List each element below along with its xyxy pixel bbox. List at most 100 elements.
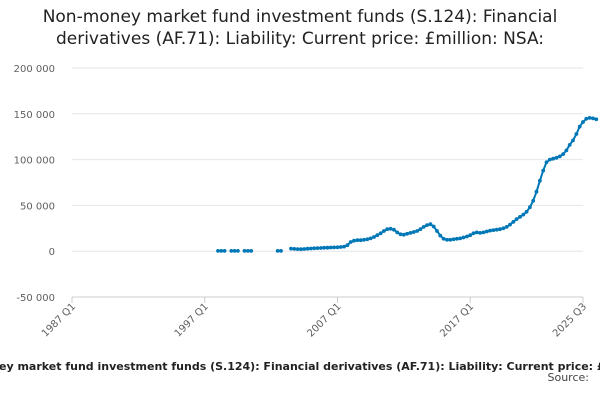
data-point (368, 236, 373, 241)
data-point (392, 227, 396, 232)
data-point (504, 225, 509, 229)
data-point (348, 240, 353, 244)
data-point (236, 249, 240, 253)
footer-caption: Non-money market fund investment funds (… (0, 355, 600, 374)
data-point (229, 249, 234, 253)
data-point (279, 249, 283, 253)
data-point (561, 152, 565, 157)
data-point (342, 244, 346, 249)
data-point (567, 143, 572, 147)
data-point (574, 132, 579, 136)
data-point (498, 227, 502, 232)
data-point (216, 249, 220, 253)
data-point (474, 230, 479, 235)
data-point (557, 154, 562, 159)
data-point (554, 155, 559, 160)
data-point (521, 212, 526, 217)
data-point (571, 138, 575, 143)
data-point (465, 234, 469, 239)
data-point (594, 117, 599, 122)
x-tick-label: 2025 Q3 (551, 301, 589, 339)
data-point (488, 228, 492, 233)
data-point (508, 222, 512, 227)
y-tick-label: 50 000 (20, 201, 55, 212)
data-point (471, 231, 476, 236)
footer-source: Source: (547, 371, 590, 384)
data-point (511, 220, 516, 224)
data-point (445, 237, 449, 242)
data-point (232, 249, 237, 253)
data-point (435, 229, 439, 233)
data-point (219, 249, 224, 253)
data-point (275, 249, 280, 253)
data-point (242, 249, 247, 253)
y-tick-label: -50 000 (16, 293, 55, 304)
data-point (372, 235, 376, 239)
series-group (216, 116, 599, 253)
data-point (322, 245, 327, 250)
data-point (448, 237, 453, 242)
data-point (328, 245, 333, 250)
data-point (405, 231, 409, 236)
data-point (528, 205, 532, 210)
data-point (332, 245, 336, 250)
data-point (302, 247, 307, 251)
y-tick-label: 100 000 (14, 156, 55, 167)
data-point (461, 235, 466, 240)
data-point (581, 120, 585, 124)
data-point (468, 233, 473, 238)
x-tick-label: 2017 Q1 (438, 301, 476, 339)
data-point (358, 238, 363, 243)
data-point (355, 238, 360, 243)
data-point (222, 249, 227, 253)
data-point (418, 227, 423, 232)
data-point (421, 225, 426, 229)
data-point (534, 189, 539, 194)
data-point (315, 246, 320, 251)
data-point (338, 245, 343, 249)
data-point (375, 233, 380, 238)
data-point (438, 233, 443, 238)
data-point (299, 247, 303, 252)
chart-title-line-1: Non-money market fund investment funds (… (42, 7, 558, 27)
data-point (319, 246, 323, 250)
data-point (501, 226, 506, 231)
y-axis: -50 000 0 50 000 100 000 150 000 200 000 (14, 64, 55, 304)
data-point (246, 249, 250, 253)
data-point (524, 209, 529, 214)
data-point (398, 232, 403, 237)
data-point (547, 157, 552, 162)
data-point (484, 229, 489, 234)
data-point (249, 249, 254, 253)
data-point (425, 223, 429, 228)
series-line (290, 116, 598, 251)
footer-caption-text: Non-money market fund investment funds (… (0, 360, 600, 373)
data-point (312, 246, 317, 251)
data-point (428, 222, 433, 227)
data-point (309, 246, 313, 251)
data-point (551, 156, 555, 161)
data-point (587, 116, 592, 120)
data-point (385, 227, 390, 232)
data-point (345, 243, 350, 248)
data-point (395, 230, 400, 235)
data-point (538, 178, 542, 183)
data-point (441, 236, 446, 241)
data-point (401, 232, 406, 237)
data-point (518, 215, 522, 219)
data-point (584, 116, 589, 121)
data-point (362, 237, 366, 242)
data-point (481, 230, 486, 235)
data-point (541, 168, 546, 173)
data-point (591, 116, 595, 121)
data-point (478, 231, 482, 235)
data-point (295, 247, 300, 252)
data-point (458, 236, 463, 241)
x-tick-label: 1997 Q1 (173, 301, 211, 339)
data-point (431, 224, 436, 229)
data-point (491, 228, 496, 233)
data-point (451, 237, 456, 242)
grid-lines (72, 67, 583, 298)
data-point (325, 245, 330, 250)
